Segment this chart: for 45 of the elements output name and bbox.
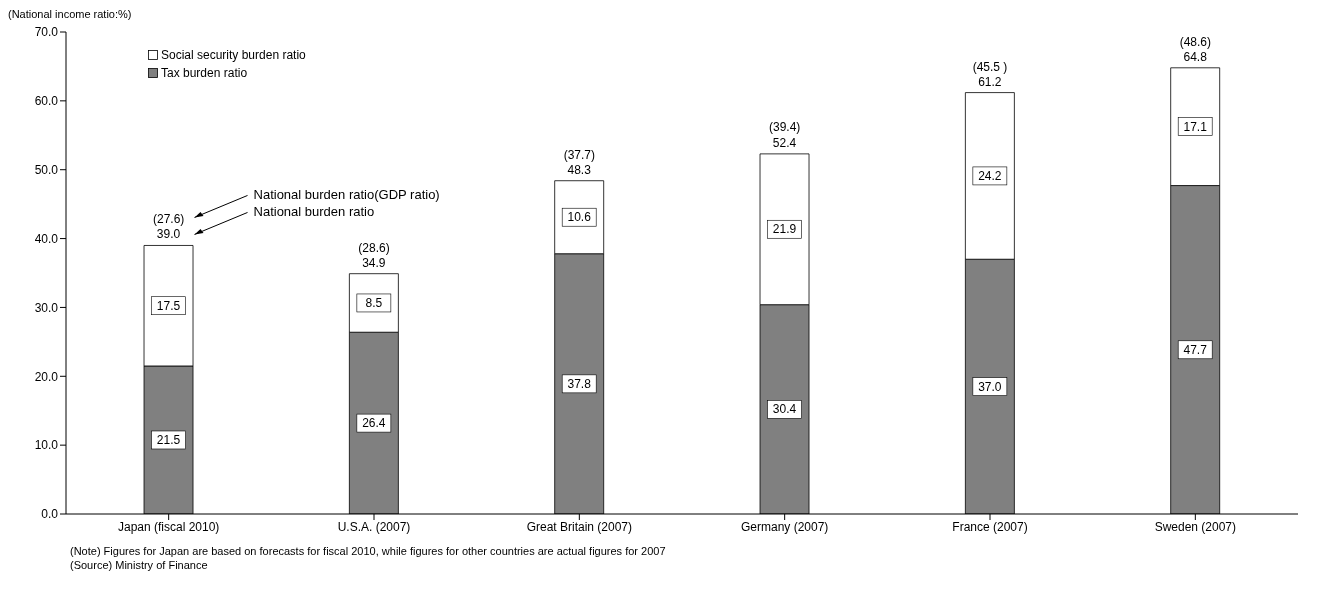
annotation: National burden ratio(GDP ratio) xyxy=(253,187,440,203)
data-label: 24.2 xyxy=(978,168,1002,183)
annotation: (27.6) xyxy=(152,212,185,227)
annotation: (45.5 ) xyxy=(972,59,1008,74)
total-label: 64.8 xyxy=(1183,49,1208,64)
total-label: 48.3 xyxy=(567,162,592,177)
data-label: 30.4 xyxy=(772,402,797,417)
legend-label: Social security burden ratio xyxy=(161,48,306,62)
x-tick-label: Japan (fiscal 2010) xyxy=(117,519,220,534)
total-label: 34.9 xyxy=(362,255,386,270)
x-tick-label: U.S.A. (2007) xyxy=(337,519,411,534)
annotation: (37.7) xyxy=(563,148,596,163)
annotation: (39.4) xyxy=(768,120,801,135)
legend-label: Tax burden ratio xyxy=(161,66,248,80)
y-tick-label: 70.0 xyxy=(34,25,59,40)
data-label: 47.7 xyxy=(1183,342,1208,357)
data-label: 8.5 xyxy=(365,295,383,310)
y-tick-label: 40.0 xyxy=(34,231,59,246)
data-label: 37.0 xyxy=(978,379,1002,394)
y-tick-label: 20.0 xyxy=(34,369,59,384)
total-label: 61.2 xyxy=(978,74,1002,89)
data-label: 17.5 xyxy=(156,298,181,313)
data-label: 37.8 xyxy=(567,376,592,391)
text: (Note) Figures for Japan are based on forecasts for fiscal 2010, while figures for other countries are actual figures for 2007 xyxy=(70,544,667,558)
y-axis-title: (National income ratio:%) xyxy=(8,8,133,22)
x-tick-label: Germany (2007) xyxy=(740,519,829,534)
data-label: 21.9 xyxy=(772,222,797,237)
x-tick-label: Sweden (2007) xyxy=(1154,519,1237,534)
data-label: 10.6 xyxy=(567,210,592,225)
x-tick-label: France (2007) xyxy=(952,519,1028,534)
y-tick-label: 30.0 xyxy=(34,300,59,315)
x-tick-label: Great Britain (2007) xyxy=(526,519,633,534)
annotation: National burden ratio xyxy=(253,204,375,220)
y-tick-label: 0.0 xyxy=(41,507,59,522)
y-tick-label: 60.0 xyxy=(34,94,59,109)
text: (Source) Ministry of Finance xyxy=(70,558,209,572)
total-label: 39.0 xyxy=(156,227,181,242)
data-label: 17.1 xyxy=(1183,119,1208,134)
data-label: 26.4 xyxy=(362,416,386,431)
y-tick-label: 50.0 xyxy=(34,162,59,177)
data-label: 21.5 xyxy=(156,432,181,447)
y-tick-label: 10.0 xyxy=(34,438,59,453)
annotation: (28.6) xyxy=(358,240,390,255)
annotation: (48.6) xyxy=(1179,34,1212,49)
total-label: 52.4 xyxy=(772,135,797,150)
